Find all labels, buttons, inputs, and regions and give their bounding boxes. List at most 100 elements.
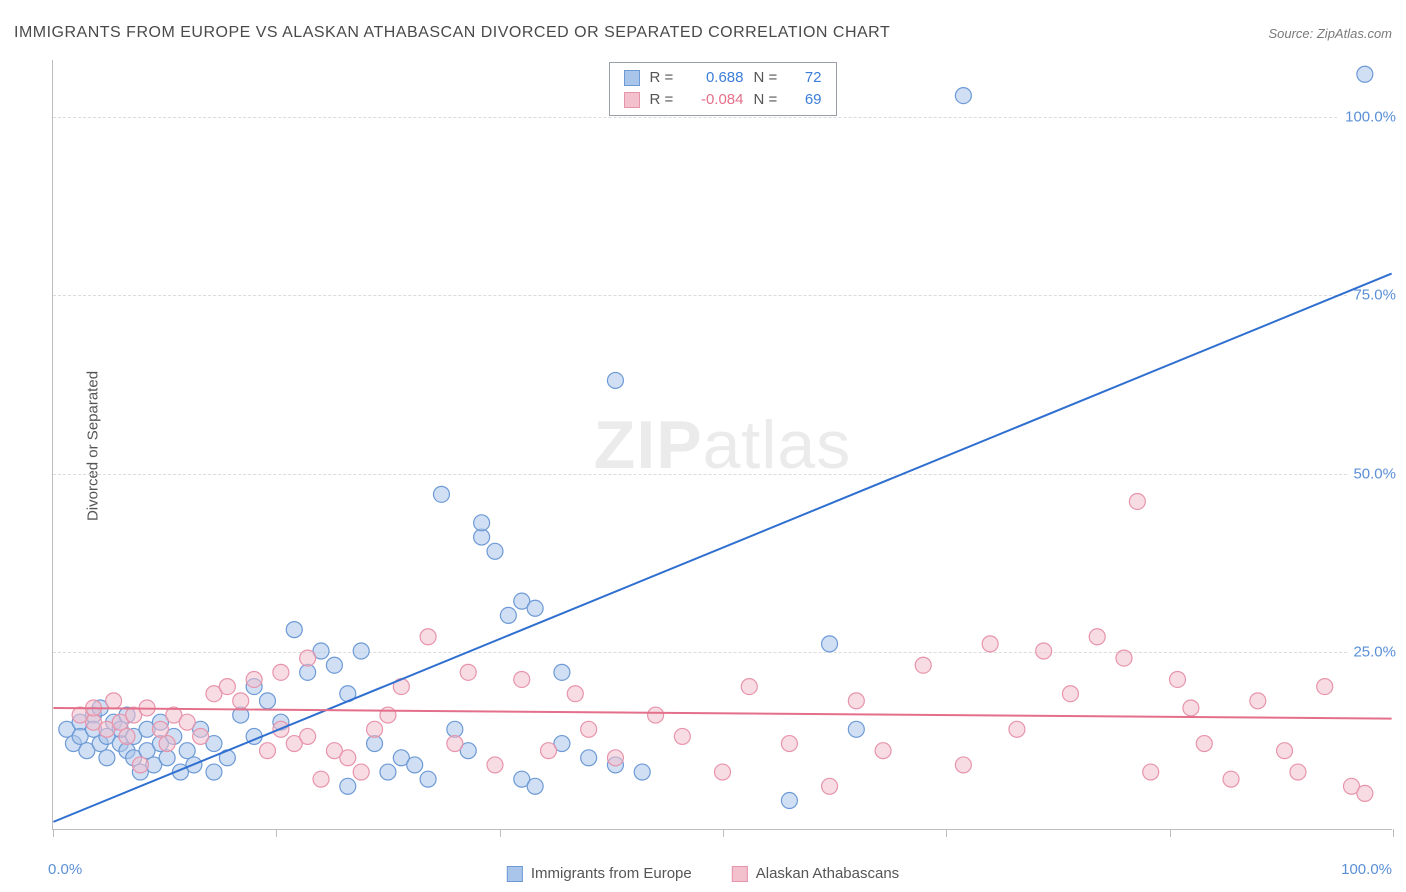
data-point — [1183, 700, 1199, 716]
data-point — [233, 693, 249, 709]
legend-swatch-blue — [507, 866, 523, 882]
data-point — [159, 750, 175, 766]
data-point — [674, 728, 690, 744]
legend-swatch-pink — [732, 866, 748, 882]
scatter-svg — [53, 60, 1392, 829]
data-point — [955, 88, 971, 104]
data-point — [1357, 66, 1373, 82]
data-point — [1170, 671, 1186, 687]
data-point — [1250, 693, 1266, 709]
data-point — [648, 707, 664, 723]
data-point — [273, 664, 289, 680]
data-point — [159, 736, 175, 752]
data-point — [260, 743, 276, 759]
data-point — [1036, 643, 1052, 659]
x-tick — [500, 829, 501, 837]
data-point — [246, 671, 262, 687]
regression-line — [53, 274, 1391, 822]
data-point — [982, 636, 998, 652]
data-point — [955, 757, 971, 773]
chart-title: IMMIGRANTS FROM EUROPE VS ALASKAN ATHABA… — [14, 24, 890, 42]
data-point — [634, 764, 650, 780]
x-tick — [1393, 829, 1394, 837]
legend-item-2: Alaskan Athabascans — [732, 865, 899, 882]
data-point — [420, 629, 436, 645]
data-point — [326, 657, 342, 673]
r-label-1: R = — [650, 67, 678, 89]
data-point — [514, 671, 530, 687]
data-point — [474, 529, 490, 545]
bottom-legend: Immigrants from Europe Alaskan Athabasca… — [507, 865, 899, 882]
data-point — [1089, 629, 1105, 645]
data-point — [367, 736, 383, 752]
data-point — [875, 743, 891, 759]
data-point — [380, 764, 396, 780]
data-point — [300, 650, 316, 666]
n-value-2: 69 — [792, 89, 822, 111]
data-point — [106, 693, 122, 709]
data-point — [781, 793, 797, 809]
legend-label-2: Alaskan Athabascans — [756, 865, 899, 882]
title-bar: IMMIGRANTS FROM EUROPE VS ALASKAN ATHABA… — [14, 18, 1392, 48]
data-point — [715, 764, 731, 780]
data-point — [367, 721, 383, 737]
data-point — [1196, 736, 1212, 752]
data-point — [353, 764, 369, 780]
data-point — [407, 757, 423, 773]
data-point — [300, 664, 316, 680]
data-point — [822, 636, 838, 652]
data-point — [206, 764, 222, 780]
data-point — [420, 771, 436, 787]
data-point — [1277, 743, 1293, 759]
legend-label-1: Immigrants from Europe — [531, 865, 692, 882]
data-point — [822, 778, 838, 794]
data-point — [179, 714, 195, 730]
data-point — [607, 372, 623, 388]
data-point — [915, 657, 931, 673]
data-point — [567, 686, 583, 702]
data-point — [219, 679, 235, 695]
x-tick — [1170, 829, 1171, 837]
x-tick — [946, 829, 947, 837]
swatch-pink — [624, 92, 640, 108]
data-point — [500, 607, 516, 623]
data-point — [179, 743, 195, 759]
stats-row-series2: R = -0.084 N = 69 — [624, 89, 822, 111]
data-point — [447, 736, 463, 752]
data-point — [487, 543, 503, 559]
data-point — [460, 664, 476, 680]
data-point — [781, 736, 797, 752]
r-label-2: R = — [650, 89, 678, 111]
chart-plot-area: ZIPatlas R = 0.688 N = 72 R = -0.084 N =… — [52, 60, 1392, 830]
data-point — [1357, 785, 1373, 801]
data-point — [581, 721, 597, 737]
data-point — [607, 750, 623, 766]
data-point — [1143, 764, 1159, 780]
correlation-stats-box: R = 0.688 N = 72 R = -0.084 N = 69 — [609, 62, 837, 116]
data-point — [119, 728, 135, 744]
r-value-2: -0.084 — [688, 89, 744, 111]
stats-row-series1: R = 0.688 N = 72 — [624, 67, 822, 89]
legend-item-1: Immigrants from Europe — [507, 865, 692, 882]
data-point — [1062, 686, 1078, 702]
n-label-2: N = — [754, 89, 782, 111]
data-point — [152, 721, 168, 737]
data-point — [313, 771, 329, 787]
data-point — [474, 515, 490, 531]
data-point — [581, 750, 597, 766]
data-point — [848, 721, 864, 737]
x-axis-label-right: 100.0% — [1341, 861, 1392, 878]
data-point — [380, 707, 396, 723]
data-point — [340, 778, 356, 794]
data-point — [527, 778, 543, 794]
x-tick — [53, 829, 54, 837]
data-point — [300, 728, 316, 744]
data-point — [353, 643, 369, 659]
x-tick — [276, 829, 277, 837]
data-point — [286, 622, 302, 638]
data-point — [260, 693, 276, 709]
data-point — [132, 757, 148, 773]
swatch-blue — [624, 70, 640, 86]
source-attribution: Source: ZipAtlas.com — [1268, 26, 1392, 41]
data-point — [527, 600, 543, 616]
